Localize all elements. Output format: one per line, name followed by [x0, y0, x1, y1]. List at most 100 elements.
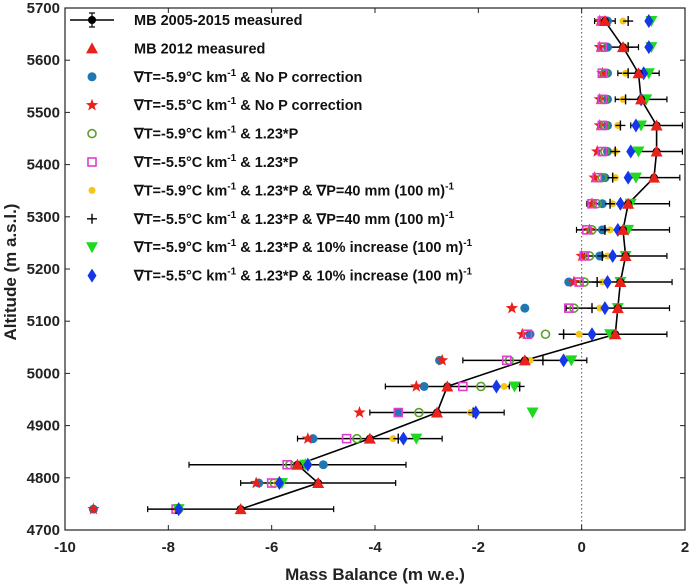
data-point — [592, 198, 602, 209]
data-point — [632, 67, 645, 79]
data-point — [607, 172, 618, 183]
data-point — [593, 14, 606, 27]
data-point — [540, 329, 551, 340]
legend-label-sup: -1 — [445, 210, 454, 221]
data-point — [174, 502, 184, 517]
data-point — [491, 379, 501, 394]
data-point — [584, 251, 595, 261]
legend-label-part: ∇T=-5.9°C km — [133, 70, 227, 86]
data-point — [606, 226, 614, 234]
legend-item-4: ∇T=-5.9°C km-1 & 1.23*P — [87, 125, 299, 143]
data-point — [398, 431, 408, 446]
data-point — [610, 146, 621, 157]
data-point — [603, 275, 612, 290]
legend-label-part: MB 2012 measured — [134, 41, 265, 57]
series-1 — [234, 15, 663, 515]
data-point — [525, 329, 535, 339]
data-point — [623, 16, 634, 27]
data-point — [393, 408, 403, 418]
data-point — [611, 302, 624, 314]
data-point — [596, 304, 604, 312]
legend-label-part: ∇T=-5.5°C km — [133, 98, 227, 114]
y-tick-label: 4700 — [27, 522, 60, 539]
y-tick-label: 5300 — [27, 209, 60, 226]
legend-label-sup: -1 — [227, 68, 236, 79]
data-point — [603, 94, 612, 104]
legend-label-sup: -1 — [445, 181, 454, 192]
data-point — [410, 433, 423, 445]
data-point — [592, 277, 603, 288]
legend-item-6: ∇T=-5.9°C km-1 & 1.23*P & ∇P=40 mm (100 … — [88, 181, 454, 199]
data-point — [587, 327, 597, 342]
data-point — [593, 40, 606, 53]
legend-label-sup: -1 — [463, 267, 472, 278]
legend-label-part: ∇T=-5.9°C km — [133, 127, 227, 143]
legend-marker — [85, 98, 99, 111]
series-5 — [171, 16, 608, 514]
legend-item-5: ∇T=-5.5°C km-1 & 1.23*P — [87, 153, 299, 171]
series-layer — [87, 14, 684, 517]
data-point — [291, 458, 304, 470]
legend-item-0: MB 2005-2015 measured — [70, 12, 302, 29]
data-point — [410, 379, 423, 392]
data-point — [597, 250, 608, 261]
data-point — [614, 276, 627, 288]
legend-label-sup: -1 — [227, 181, 236, 192]
data-point — [597, 42, 608, 52]
data-point — [353, 406, 366, 418]
data-point — [623, 170, 633, 185]
x-tick-label: -8 — [162, 539, 175, 556]
data-point — [87, 502, 100, 515]
data-point — [274, 476, 284, 491]
data-point — [301, 432, 315, 444]
legend-marker — [87, 72, 97, 82]
data-point — [585, 197, 599, 210]
data-point — [644, 40, 654, 55]
data-point — [435, 353, 449, 366]
y-tick-label: 5700 — [27, 0, 60, 17]
legend-marker — [87, 213, 97, 224]
data-point — [617, 41, 629, 53]
legend-label-part: ∇T=-5.9°C km — [133, 240, 227, 256]
legend-label-part: ∇T=-5.5°C km — [133, 155, 227, 171]
data-point — [600, 301, 610, 316]
data-point — [650, 145, 663, 157]
data-point — [632, 146, 645, 158]
legend-label-part: ∇T=-5.9°C km — [133, 183, 227, 199]
legend-label-part: ∇T=-5.5°C km — [133, 269, 227, 285]
legend-label-sup: -1 — [227, 267, 236, 278]
data-point — [431, 406, 443, 418]
data-point — [575, 249, 588, 262]
data-point — [615, 120, 626, 131]
legend-marker — [88, 186, 96, 194]
legend-label-part: MB 2005-2015 measured — [134, 13, 302, 29]
legend-label: ∇T=-5.5°C km-1 & 1.23*P — [133, 153, 299, 171]
data-point — [567, 275, 581, 288]
legend-label-sup: -1 — [227, 210, 236, 221]
data-point — [604, 252, 611, 260]
legend-label-sup: -1 — [227, 238, 236, 249]
legend-marker — [87, 268, 97, 283]
legend-label: ∇T=-5.9°C km-1 & No P correction — [133, 68, 362, 86]
data-point — [518, 354, 531, 366]
data-point — [629, 172, 642, 184]
data-point — [565, 355, 578, 367]
data-point — [419, 381, 429, 391]
data-point — [303, 457, 313, 472]
data-point — [593, 118, 606, 131]
data-point — [579, 251, 590, 261]
legend-item-2: ∇T=-5.9°C km-1 & No P correction — [87, 68, 362, 86]
data-point — [516, 327, 529, 340]
legend-label-sup: -1 — [227, 153, 236, 164]
legend-label: ∇T=-5.9°C km-1 & 1.23*P & 10% increase (… — [133, 238, 473, 256]
y-tick-label: 4800 — [27, 470, 60, 487]
x-tick-label: -6 — [265, 539, 278, 556]
legend-label-part: & 1.23*P — [236, 155, 298, 171]
data-point — [352, 433, 362, 444]
y-tick-label: 5100 — [27, 313, 60, 330]
data-point — [597, 172, 608, 183]
legend-label-part: ∇T=-5.5°C km — [133, 212, 227, 228]
data-point — [249, 476, 263, 489]
